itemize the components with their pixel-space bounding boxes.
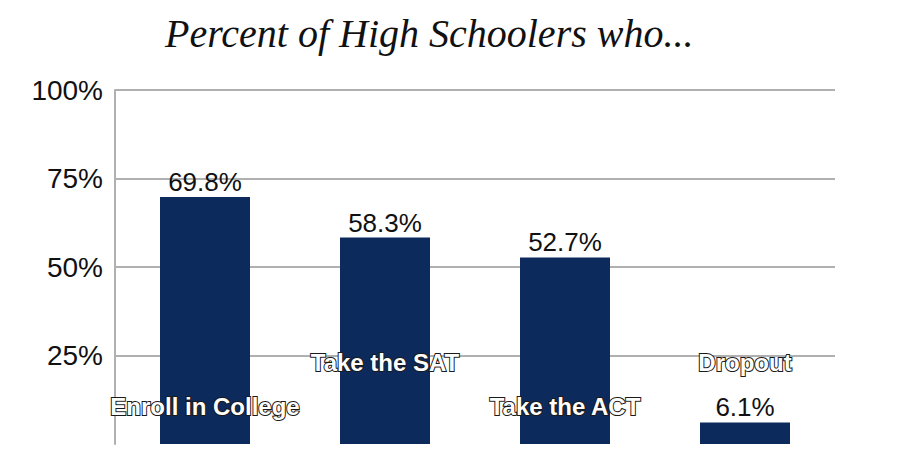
- svg-text:100%: 100%: [31, 75, 103, 106]
- svg-text:Dropout: Dropout: [698, 349, 791, 376]
- svg-text:69.8%: 69.8%: [168, 167, 242, 197]
- svg-text:58.3%: 58.3%: [348, 208, 422, 238]
- svg-text:50%: 50%: [47, 252, 103, 283]
- svg-text:25%: 25%: [47, 340, 103, 371]
- svg-text:Enroll in College: Enroll in College: [110, 393, 299, 420]
- svg-text:6.1%: 6.1%: [715, 392, 774, 422]
- svg-text:Take the ACT: Take the ACT: [490, 393, 641, 420]
- svg-text:52.7%: 52.7%: [528, 227, 602, 257]
- svg-text:Percent of High Schoolers who.: Percent of High Schoolers who...: [164, 11, 693, 56]
- svg-text:75%: 75%: [47, 163, 103, 194]
- svg-text:Take the SAT: Take the SAT: [311, 349, 460, 376]
